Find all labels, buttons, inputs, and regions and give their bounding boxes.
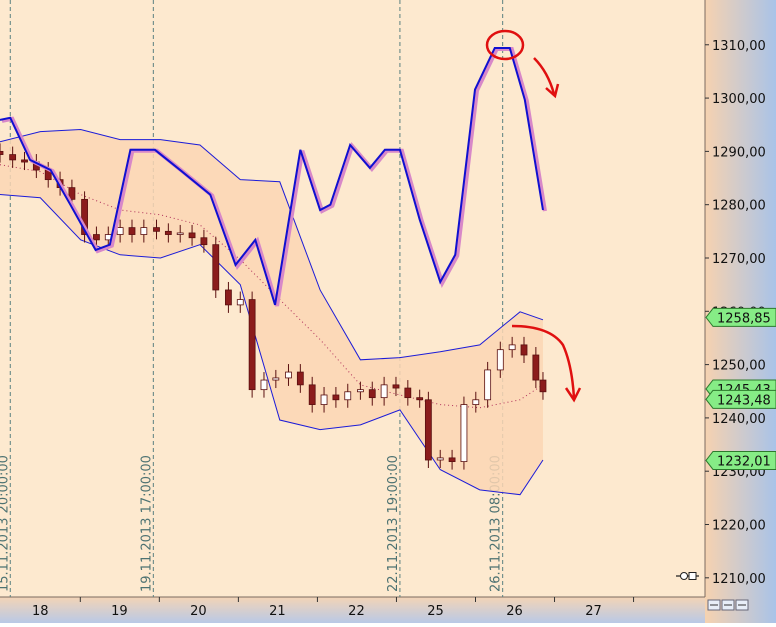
- x-tick-label: 21: [269, 604, 286, 619]
- price-label-box: [705, 307, 776, 327]
- price-label-box: [705, 450, 776, 470]
- annotation-arrowhead: [545, 83, 560, 99]
- candle-body: [380, 384, 388, 399]
- oscillator-line: [0, 46, 544, 306]
- candle-body: [176, 232, 184, 235]
- scroll-icon-knob: [688, 572, 697, 580]
- candle-body: [539, 379, 547, 393]
- candle-body: [200, 237, 208, 246]
- y-tick-label: 1210,00: [712, 572, 766, 587]
- candle-body: [460, 404, 468, 463]
- candle-body: [520, 344, 528, 356]
- candle-body: [225, 289, 232, 306]
- price-label: 1258,85: [717, 311, 771, 326]
- scroll-icon[interactable]: [676, 572, 699, 580]
- candle-body: [357, 389, 364, 393]
- candle-body: [0, 150, 4, 155]
- candle-body: [308, 384, 316, 405]
- time-marker-label: 15.11.2013 20:00:00: [0, 455, 11, 592]
- candle-body: [128, 227, 136, 235]
- candle-body: [68, 187, 76, 200]
- candle-body: [140, 227, 148, 235]
- scroll-icon-knob: [680, 572, 688, 580]
- candle-body: [116, 227, 124, 235]
- candle-body: [248, 299, 256, 391]
- time-marker-label: 19.11.2013 17:00:00: [139, 455, 154, 592]
- candle-body: [532, 354, 540, 381]
- x-tick-label: 18: [32, 604, 49, 619]
- candle-body: [448, 457, 456, 463]
- candle-body: [21, 159, 28, 163]
- x-tick-label: 26: [506, 604, 523, 619]
- annotation-arrow: [511, 324, 576, 399]
- zoom-buttons[interactable]: [707, 599, 749, 611]
- candle-body: [188, 232, 196, 239]
- candle-body: [236, 299, 244, 306]
- y-tick-label: 1270,00: [712, 252, 766, 267]
- y-tick-label: 1220,00: [712, 519, 766, 534]
- candle-body: [368, 389, 376, 399]
- price-label: 1232,01: [717, 454, 771, 469]
- annotation-circle: [485, 29, 525, 61]
- candle-body: [436, 457, 444, 461]
- candle-body: [484, 369, 492, 401]
- candle-body: [332, 394, 340, 401]
- y-tick-label: 1310,00: [712, 39, 766, 54]
- time-axis-panel: [0, 597, 705, 623]
- x-tick-label: 19: [111, 604, 128, 619]
- candle-body: [404, 387, 412, 399]
- candle-body: [164, 230, 172, 235]
- y-tick-label: 1280,00: [712, 199, 766, 214]
- candle-body: [496, 349, 504, 371]
- annotation-arrow: [533, 57, 556, 95]
- y-tick-label: 1240,00: [712, 412, 766, 427]
- plot-background: [0, 0, 705, 597]
- candle-body: [416, 397, 424, 401]
- candle-body: [81, 198, 88, 235]
- x-tick-label: 20: [190, 604, 207, 619]
- price-label-box: [705, 389, 776, 409]
- time-marker-label: 22.11.2013 19:00:00: [386, 455, 401, 592]
- x-tick-label: 22: [348, 604, 365, 619]
- band-upper: [0, 129, 544, 361]
- candle-body: [153, 227, 160, 232]
- candle-body: [320, 394, 328, 405]
- candle-body: [508, 344, 516, 351]
- candle-body: [272, 377, 280, 381]
- candle-body: [296, 371, 304, 386]
- candle-body: [285, 371, 292, 379]
- annotation-arrowhead: [564, 387, 582, 403]
- candle-body: [212, 244, 220, 291]
- x-tick-label: 25: [427, 604, 444, 619]
- x-tick-label: 27: [585, 604, 602, 619]
- band-fill: [0, 129, 543, 495]
- candle-body: [424, 399, 432, 461]
- y-tick-label: 1290,00: [712, 145, 766, 160]
- candle-body: [9, 154, 17, 161]
- candle-body: [260, 379, 268, 391]
- candle-body: [472, 399, 480, 405]
- y-tick-label: 1300,00: [712, 92, 766, 107]
- candle-body: [344, 391, 352, 401]
- y-tick-label: 1250,00: [712, 359, 766, 374]
- candle-body: [93, 234, 100, 241]
- oscillator-shadow: [1, 46, 547, 307]
- price-label: 1243,48: [717, 393, 771, 408]
- candle-body: [392, 384, 400, 389]
